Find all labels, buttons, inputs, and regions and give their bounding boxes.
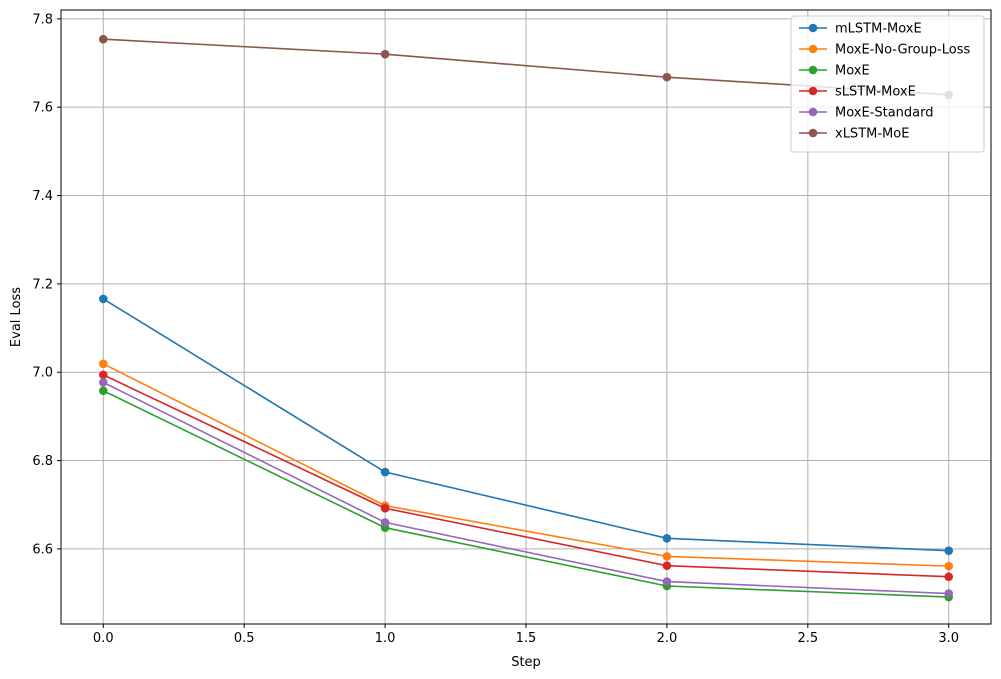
data-point bbox=[662, 561, 672, 570]
legend: mLSTM-MoxE MoxE-No-Group-Loss MoxE sLSTM-Mo… bbox=[790, 15, 985, 153]
legend-marker bbox=[808, 128, 818, 138]
data-point bbox=[662, 72, 672, 82]
data-point bbox=[380, 518, 390, 527]
x-tick-label: 1.5 bbox=[516, 631, 537, 646]
data-point bbox=[380, 503, 390, 513]
series-line bbox=[102, 363, 949, 567]
series-line bbox=[102, 374, 949, 578]
data-point bbox=[944, 546, 954, 555]
x-tick-label: 2.0 bbox=[657, 631, 678, 646]
legend-item: MoxE bbox=[799, 64, 870, 79]
legend-item: mLSTM-MoxE bbox=[799, 22, 922, 37]
y-tick-label: 7.0 bbox=[32, 366, 53, 381]
data-point bbox=[662, 534, 672, 543]
legend-label: MoxE-No-Group-Loss bbox=[835, 43, 970, 58]
x-tick-label: 3.0 bbox=[938, 631, 959, 646]
data-point bbox=[662, 552, 672, 561]
data-point bbox=[380, 467, 390, 477]
series-line bbox=[102, 298, 949, 552]
data-point bbox=[98, 34, 108, 44]
legend-marker bbox=[808, 23, 818, 33]
legend-label: sLSTM-MoxE bbox=[835, 85, 916, 100]
axis-ticks: 0.0 0.5 1.0 1.5 2.0 2.5 3.0 6.6 6.8 7.0 7.2 7.4 7.6 7… bbox=[32, 12, 959, 646]
series-layer bbox=[98, 34, 954, 602]
series-moxe-standard bbox=[98, 378, 954, 598]
data-point bbox=[944, 572, 954, 582]
data-point bbox=[662, 577, 672, 586]
data-point bbox=[98, 386, 108, 396]
y-axis-label: Eval Loss bbox=[9, 287, 24, 347]
x-tick-label: 1.0 bbox=[375, 631, 396, 646]
legend-marker bbox=[808, 65, 818, 75]
x-tick-label: 0.5 bbox=[234, 631, 255, 646]
legend-item: xLSTM-MoE bbox=[799, 127, 909, 142]
data-point bbox=[944, 589, 954, 598]
y-tick-label: 7.6 bbox=[32, 101, 53, 116]
series-slstm-moxe bbox=[98, 370, 954, 582]
data-point bbox=[98, 359, 108, 369]
y-tick-label: 7.8 bbox=[32, 12, 53, 27]
series-line bbox=[102, 390, 949, 598]
legend-label: MoxE-Standard bbox=[835, 106, 934, 121]
legend-box bbox=[790, 15, 985, 153]
x-tick-label: 0.0 bbox=[93, 631, 114, 646]
data-point bbox=[944, 561, 954, 571]
x-tick-label: 2.5 bbox=[797, 631, 818, 646]
legend-marker bbox=[808, 44, 818, 54]
legend-label: xLSTM-MoE bbox=[835, 127, 909, 142]
x-axis-label: Step bbox=[511, 655, 541, 670]
data-point bbox=[98, 378, 108, 387]
legend-marker bbox=[808, 86, 818, 96]
legend-item: MoxE-Standard bbox=[799, 106, 934, 121]
series-line bbox=[102, 381, 949, 595]
legend-item: sLSTM-MoxE bbox=[799, 85, 916, 100]
y-tick-label: 6.6 bbox=[32, 542, 53, 557]
y-tick-label: 7.2 bbox=[32, 277, 53, 292]
legend-item: MoxE-No-Group-Loss bbox=[799, 43, 970, 58]
data-point bbox=[98, 370, 108, 380]
series-mlstm-moxe bbox=[98, 294, 954, 555]
data-point bbox=[380, 49, 390, 59]
y-tick-label: 7.4 bbox=[32, 189, 53, 204]
legend-label: mLSTM-MoxE bbox=[835, 22, 922, 37]
legend-label: MoxE bbox=[835, 64, 870, 79]
y-tick-label: 6.8 bbox=[32, 454, 53, 469]
data-point bbox=[98, 294, 108, 304]
legend-marker bbox=[808, 107, 818, 117]
